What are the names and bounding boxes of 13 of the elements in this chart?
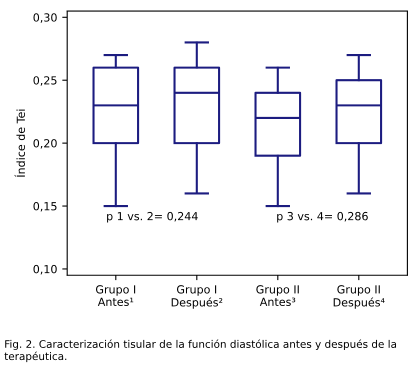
y-tick-label: 0,20 — [33, 139, 57, 149]
x-tick-label: Grupo II Después⁴ — [334, 285, 385, 309]
y-axis-title: Índice de Tei — [14, 110, 26, 177]
x-tick-label: Grupo I Después² — [172, 285, 222, 309]
caption: Fig. 2. Caracterización tisular de la función diastólica antes y después de la terapéutica. — [4, 339, 396, 362]
annotation: p 1 vs. 2= 0,244 — [107, 212, 198, 222]
y-tick-label: 0,15 — [33, 202, 57, 212]
x-tick-label: Grupo I Antes¹ — [96, 285, 136, 306]
y-tick-label: 0,30 — [33, 13, 57, 23]
y-tick-label: 0,25 — [33, 76, 57, 86]
x-tick-label: Grupo II Antes³ — [256, 285, 299, 306]
y-tick-label: 0,10 — [33, 264, 57, 274]
annotation: p 3 vs. 4= 0,286 — [277, 212, 368, 222]
